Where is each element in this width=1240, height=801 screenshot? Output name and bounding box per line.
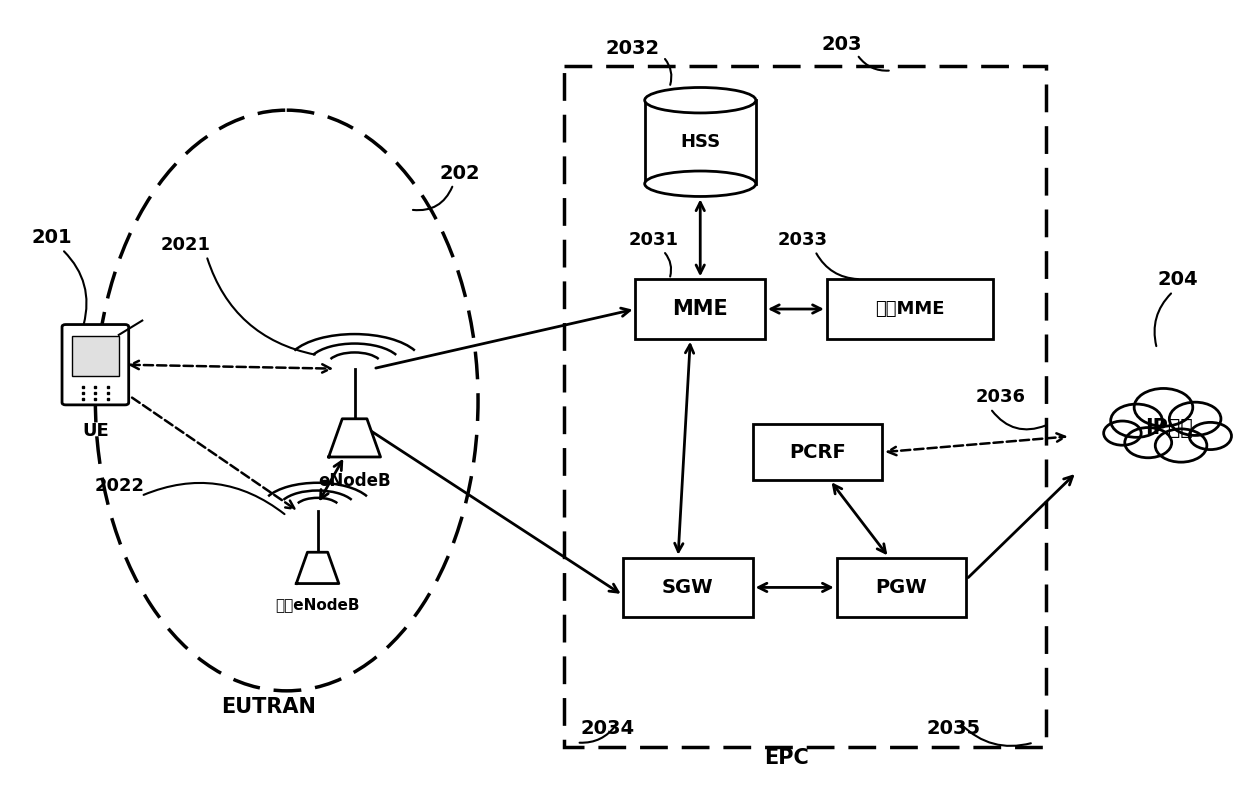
FancyBboxPatch shape [72, 336, 119, 376]
Text: EUTRAN: EUTRAN [221, 697, 316, 717]
Text: SGW: SGW [662, 578, 714, 597]
Text: 203: 203 [822, 34, 863, 54]
Text: 204: 204 [1158, 270, 1198, 289]
Text: 其它eNodeB: 其它eNodeB [275, 597, 360, 612]
Circle shape [1156, 429, 1207, 462]
Circle shape [1137, 407, 1202, 449]
Text: 2031: 2031 [629, 231, 678, 249]
Ellipse shape [645, 171, 756, 196]
Text: 201: 201 [32, 228, 72, 247]
Circle shape [1125, 428, 1172, 458]
Text: PCRF: PCRF [789, 443, 846, 461]
Text: 2021: 2021 [160, 236, 211, 255]
FancyBboxPatch shape [62, 324, 129, 405]
Ellipse shape [645, 87, 756, 113]
Text: eNodeB: eNodeB [319, 472, 391, 490]
Circle shape [1135, 388, 1193, 426]
Text: PGW: PGW [875, 578, 928, 597]
Text: 其它MME: 其它MME [875, 300, 945, 318]
Text: 2032: 2032 [605, 38, 660, 58]
FancyBboxPatch shape [645, 100, 756, 183]
FancyBboxPatch shape [622, 557, 753, 618]
Circle shape [1189, 422, 1231, 449]
Polygon shape [329, 419, 381, 457]
FancyBboxPatch shape [837, 557, 966, 618]
Text: 202: 202 [439, 164, 480, 183]
Text: 2036: 2036 [975, 388, 1025, 406]
Text: 2033: 2033 [777, 231, 827, 249]
Polygon shape [296, 552, 339, 584]
Circle shape [1111, 404, 1162, 437]
Text: MME: MME [672, 299, 728, 319]
FancyBboxPatch shape [635, 280, 765, 339]
FancyBboxPatch shape [827, 280, 993, 339]
Text: UE: UE [82, 422, 109, 441]
Circle shape [1169, 402, 1221, 436]
FancyBboxPatch shape [753, 425, 883, 480]
Text: EPC: EPC [764, 748, 808, 768]
Circle shape [1104, 421, 1141, 445]
Text: IP业务: IP业务 [1146, 418, 1193, 438]
Text: 2035: 2035 [926, 718, 981, 738]
Text: 2034: 2034 [580, 718, 635, 738]
Text: HSS: HSS [680, 133, 720, 151]
Text: 2022: 2022 [95, 477, 145, 494]
